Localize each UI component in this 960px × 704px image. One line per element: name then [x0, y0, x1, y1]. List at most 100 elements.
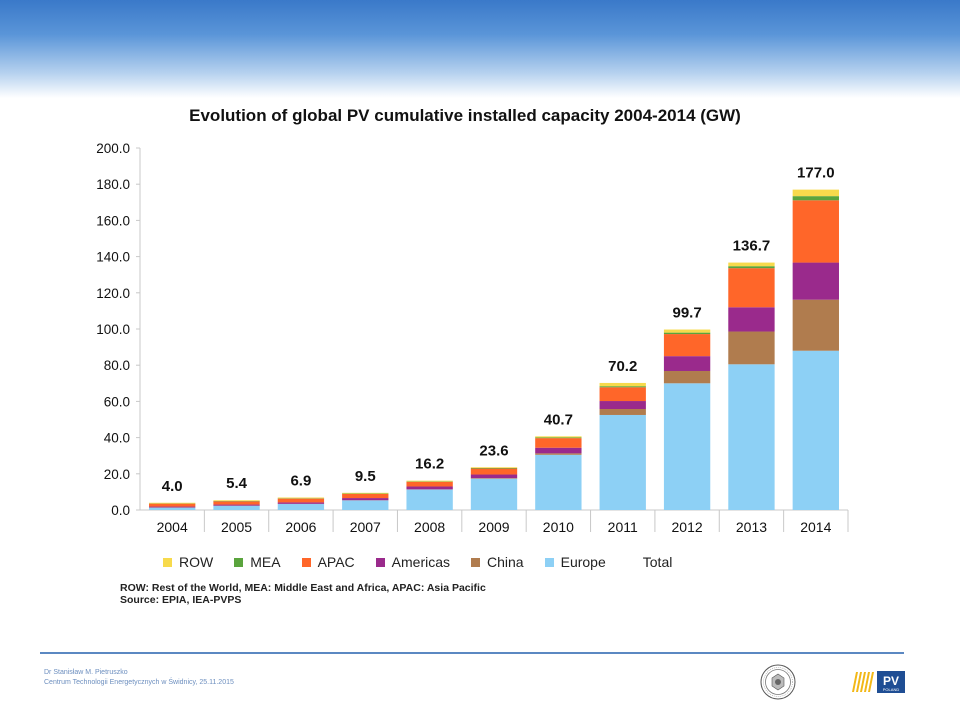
y-tick-label: 60.0	[104, 394, 130, 409]
legend-item-apac: APAC	[301, 554, 355, 570]
footer-institution: Centrum Technologii Energetycznych w Świ…	[44, 679, 234, 686]
total-data-label: 136.7	[733, 238, 771, 255]
bar-segment-americas	[663, 356, 711, 371]
bar-segment-americas	[277, 502, 325, 504]
bar-segment-mea	[663, 332, 711, 335]
bar-segment-apac	[342, 493, 389, 499]
header-banner	[0, 0, 960, 98]
bar-segment-europe	[406, 489, 453, 510]
bar-segment-row	[213, 500, 260, 501]
bar-segment-americas	[599, 401, 646, 410]
x-tick-label: 2014	[800, 519, 831, 535]
bar-segment-americas	[728, 307, 775, 332]
y-tick-label: 100.0	[96, 322, 130, 337]
bar-segment-apac	[792, 200, 839, 263]
y-tick-label: 200.0	[96, 141, 130, 156]
legend-swatch	[234, 557, 244, 567]
bar-segment-china	[535, 453, 582, 455]
total-data-label: 23.6	[479, 442, 508, 459]
bar-segment-europe	[470, 478, 518, 510]
total-data-label: 99.7	[672, 305, 701, 322]
total-data-label: 5.4	[226, 475, 248, 492]
bar-segment-row	[663, 329, 711, 333]
legend-label: Total	[642, 554, 673, 570]
bar-segment-americas	[535, 447, 582, 454]
bar-segment-apac	[149, 503, 196, 507]
legend-swatch	[471, 557, 481, 567]
bar-segment-apac	[728, 268, 775, 308]
bar-segment-americas	[342, 498, 389, 501]
legend-item-europe: Europe	[544, 554, 606, 570]
bar-segment-row	[599, 382, 646, 387]
bar-segment-row	[728, 262, 775, 267]
bar-segment-apac	[599, 387, 646, 402]
x-tick-label: 2013	[736, 519, 767, 535]
legend-swatch	[163, 557, 172, 567]
bar-segment-americas	[470, 474, 518, 479]
bar-segment-apac	[406, 481, 453, 487]
legend-item-row: ROW	[163, 554, 213, 570]
bar-segment-china	[728, 331, 775, 365]
y-tick-label: 180.0	[96, 177, 130, 192]
bar-segment-europe	[728, 364, 775, 510]
footer-credits: Dr Stanisław M. Pietruszko Centrum Techn…	[44, 668, 234, 688]
total-data-label: 70.2	[608, 358, 637, 375]
bar-segment-americas	[149, 506, 196, 508]
bar-segment-mea	[599, 386, 646, 388]
bar-segment-row	[792, 189, 839, 197]
legend-label: APAC	[317, 554, 355, 570]
chart-title: Evolution of global PV cumulative instal…	[189, 106, 741, 125]
total-data-label: 9.5	[355, 468, 376, 485]
total-data-label: 16.2	[415, 456, 444, 473]
y-tick-label: 140.0	[96, 250, 130, 265]
footer-divider	[40, 652, 904, 654]
bar-segment-mea	[728, 266, 775, 269]
x-tick-label: 2005	[221, 519, 252, 535]
pv-logo-text: PV	[883, 674, 899, 688]
bar-segment-europe	[213, 505, 260, 510]
x-tick-label: 2009	[478, 519, 509, 535]
bar-segment-row	[406, 480, 453, 482]
bar-segment-americas	[406, 486, 453, 490]
y-tick-label: 80.0	[104, 358, 130, 373]
footnote-abbreviations: ROW: Rest of the World, MEA: Middle East…	[120, 582, 486, 594]
bar-segment-europe	[792, 350, 839, 510]
total-data-label: 177.0	[797, 165, 835, 182]
bar-segment-europe	[663, 383, 711, 510]
bar-segment-china	[470, 478, 518, 479]
bar-segment-apac	[213, 501, 260, 505]
bar-segment-americas	[213, 504, 260, 506]
legend-swatch	[301, 557, 311, 567]
x-tick-label: 2012	[672, 519, 703, 535]
total-data-label: 4.0	[162, 478, 183, 495]
y-tick-label: 120.0	[96, 286, 130, 301]
legend-item-total: Total	[627, 554, 673, 570]
bar-segment-row	[535, 436, 582, 438]
bar-segment-apac	[535, 438, 582, 448]
bar-segment-row	[277, 497, 325, 499]
footnote-source: Source: EPIA, IEA-PVPS	[120, 594, 242, 606]
x-tick-label: 2010	[543, 519, 574, 535]
x-tick-label: 2007	[350, 519, 381, 535]
bar-segment-mea	[792, 196, 839, 201]
bar-segment-apac	[663, 334, 711, 357]
y-tick-label: 160.0	[96, 213, 130, 228]
legend-label: China	[487, 554, 524, 570]
footer-author-name: Dr Stanisław M. Pietruszko	[44, 669, 128, 676]
bar-segment-apac	[470, 468, 518, 475]
bar-segment-row	[149, 502, 196, 504]
legend-swatch	[375, 557, 385, 567]
pv-logo-subtext: POLAND	[883, 687, 900, 692]
bar-segment-europe	[277, 504, 325, 510]
x-tick-label: 2008	[414, 519, 445, 535]
bar-segment-europe	[149, 507, 196, 510]
y-tick-label: 0.0	[111, 503, 130, 518]
pv-poland-logo: PV POLAND	[852, 671, 905, 693]
x-tick-label: 2004	[157, 519, 188, 535]
bar-segment-europe	[535, 454, 582, 510]
bar-segment-apac	[277, 498, 325, 503]
bar-segment-europe	[599, 414, 646, 510]
bar-segment-mea	[470, 468, 518, 469]
legend-label: MEA	[250, 554, 281, 570]
